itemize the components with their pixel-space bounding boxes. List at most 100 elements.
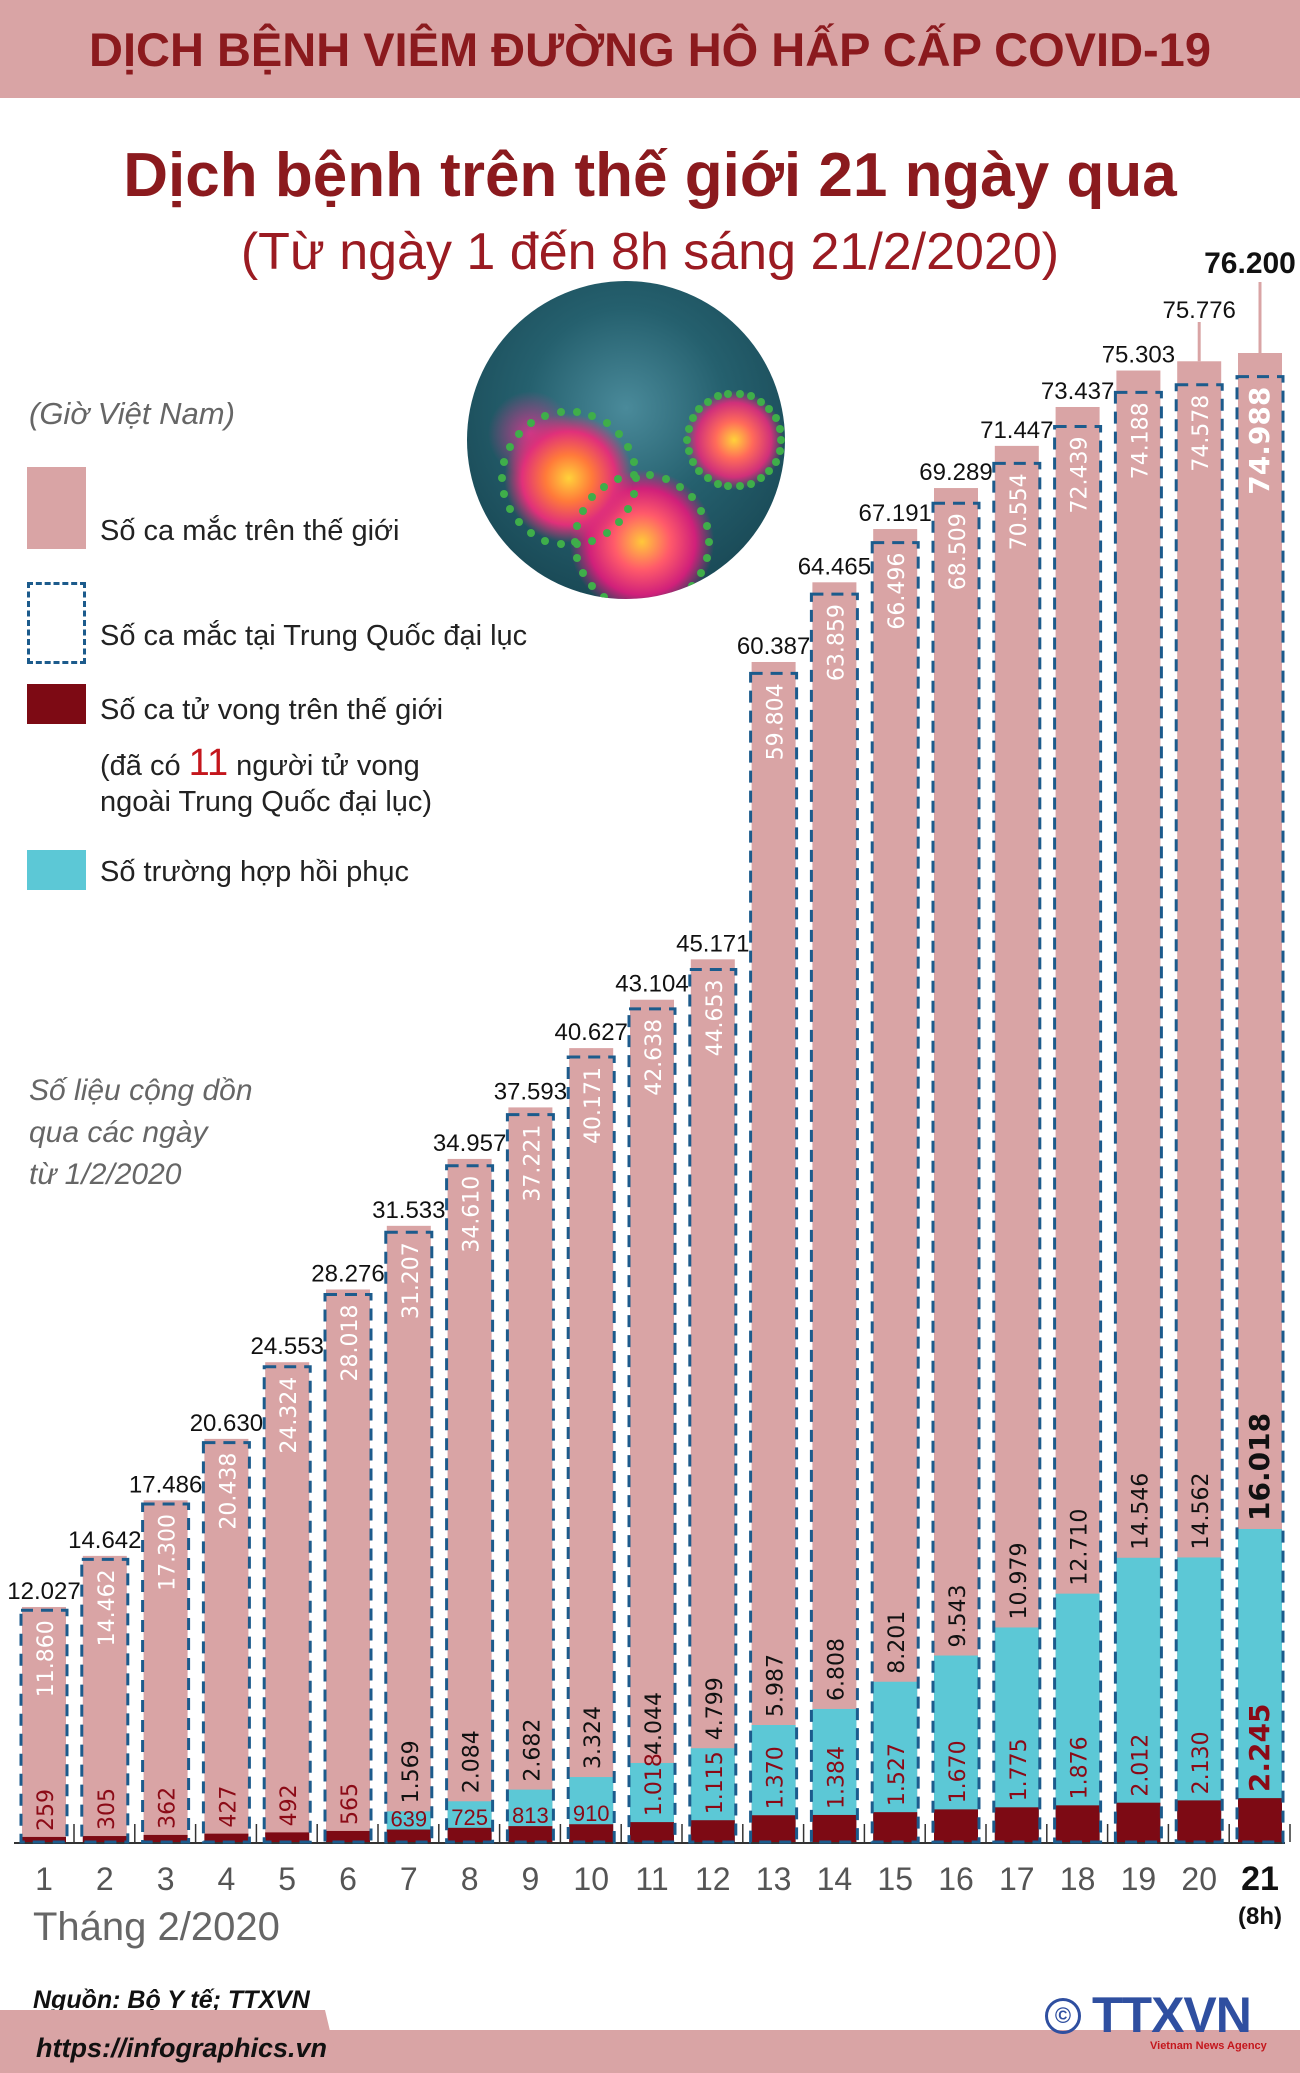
virus-spike [675, 482, 684, 491]
total-value-label: 75.776 [1162, 297, 1235, 324]
virus-spike [505, 443, 514, 452]
recovered-value-label: 3.324 [581, 1706, 606, 1769]
virus-microscope-image [467, 281, 785, 599]
bar-china-cases-outline [1113, 390, 1163, 1844]
virus-spike [684, 424, 693, 433]
virus-spike [614, 475, 623, 484]
header-banner: DỊCH BỆNH VIÊM ĐƯỜNG HÔ HẤP CẤP COVID-19 [0, 0, 1300, 98]
x-tick-label: 2 [96, 1861, 114, 1897]
bar-recovered [1055, 1593, 1100, 1842]
virus-spike [771, 457, 780, 466]
virus-spike [735, 389, 744, 398]
x-tick-label: 5 [278, 1861, 296, 1897]
china-value-label: 74.188 [1128, 402, 1153, 479]
deaths-value-label: 1.370 [764, 1746, 789, 1809]
bar-deaths [1177, 1800, 1222, 1842]
deaths-value-label: 1.115 [703, 1751, 728, 1814]
virus-spike [683, 436, 692, 444]
virus-spike [588, 536, 597, 545]
recovered-value-label: 12.710 [1068, 1509, 1093, 1586]
deaths-value-label: 305 [95, 1788, 120, 1830]
bar-deaths [994, 1807, 1039, 1842]
deaths-value-label: 1.384 [824, 1746, 849, 1809]
bar-china-cases-outline [1053, 424, 1103, 1844]
legend-swatch-deaths [27, 684, 86, 724]
virus-spike [688, 414, 697, 423]
virus-spike [614, 518, 623, 527]
bar-world-cases [994, 445, 1039, 1843]
total-value-label: 12.027 [7, 1578, 80, 1605]
timezone-note: (Giờ Việt Nam) [29, 396, 235, 431]
bar-china-cases-outline [141, 1502, 191, 1844]
cumulative-note-line: từ 1/2/2020 [29, 1158, 182, 1191]
deaths-value-label: 1.527 [885, 1743, 910, 1806]
virus-spike [588, 411, 597, 420]
virus-spike [765, 466, 774, 475]
virus-spike [724, 482, 733, 491]
recovered-value-label: 14.546 [1128, 1473, 1153, 1550]
total-value-label: 45.171 [676, 930, 749, 957]
deaths-value-label: 492 [277, 1784, 302, 1826]
x-tick-label: 11 [635, 1861, 668, 1897]
recovered-value-label: 2.084 [460, 1730, 485, 1793]
bar-china-cases-outline [992, 461, 1042, 1844]
bar-china-cases-outline [1235, 375, 1285, 1844]
china-value-label: 14.462 [95, 1569, 120, 1646]
total-value-label: 20.630 [190, 1410, 263, 1437]
page-subtitle: (Từ ngày 1 đến 8h sáng 21/2/2020) [240, 223, 1060, 281]
china-value-label: 63.859 [824, 604, 849, 681]
bar-deaths [386, 1829, 431, 1842]
china-value-label: 20.438 [216, 1453, 241, 1530]
china-value-label: 17.300 [156, 1514, 181, 1591]
deaths-value-label: 725 [451, 1805, 488, 1830]
virus-spike [587, 493, 596, 502]
virus-spike [541, 411, 550, 420]
bar-deaths [447, 1827, 492, 1842]
bar-china-cases-outline [445, 1164, 495, 1844]
virus-spike [526, 419, 535, 428]
bar-deaths [569, 1824, 614, 1842]
virus-spike [526, 529, 535, 538]
bar-world-cases [204, 1438, 249, 1842]
ttxvn-logo: © TTXVN Vietnam News Agency [1045, 1987, 1275, 2052]
recovered-value-label: 5.987 [764, 1654, 789, 1717]
bar-recovered [1238, 1528, 1282, 1842]
bar-recovered [994, 1627, 1039, 1842]
recovered-value-label: 4.799 [703, 1677, 728, 1740]
x-tick-label: 18 [1060, 1861, 1096, 1897]
virus-spike [514, 518, 523, 527]
recovered-value-label: 10.979 [1007, 1542, 1032, 1619]
bar-world-cases [812, 582, 857, 1842]
virus-spike [629, 458, 638, 467]
x-tick-label: 21 [1241, 1860, 1279, 1898]
x-tick-label: 7 [400, 1861, 418, 1897]
china-value-label: 74.578 [1189, 395, 1214, 472]
bar-china-cases-outline [749, 671, 799, 1844]
total-value-label: 71.447 [980, 417, 1053, 444]
virus-spike [746, 392, 755, 401]
china-value-label: 44.653 [703, 979, 728, 1056]
recovered-value-label: 8.201 [885, 1611, 910, 1674]
virus-spike [505, 505, 514, 514]
total-value-label: 17.486 [129, 1471, 202, 1498]
recovered-value-label: 1.569 [399, 1740, 424, 1803]
x-tick-label: 9 [522, 1861, 540, 1897]
bar-deaths [326, 1830, 370, 1842]
bar-china-cases-outline [19, 1608, 69, 1844]
legend-label-china-cases: Số ca mắc tại Trung Quốc đại lục [100, 620, 528, 652]
virus-spike [645, 471, 654, 480]
deaths-value-label: 639 [390, 1807, 427, 1832]
china-value-label: 70.554 [1007, 473, 1032, 550]
virus-spike [499, 458, 508, 467]
bar-world-cases [934, 488, 978, 1842]
china-value-label: 37.221 [520, 1125, 545, 1202]
total-value-label: 43.104 [615, 971, 688, 998]
website-link[interactable]: https://infographics.vn [36, 2033, 328, 2063]
bar-world-cases [265, 1362, 310, 1842]
bar-china-cases-outline [566, 1055, 616, 1844]
china-value-label: 40.171 [581, 1067, 606, 1144]
x-tick-label: 14 [817, 1861, 853, 1897]
virus-spike [713, 479, 722, 488]
bar-world-cases [690, 959, 735, 1842]
total-value-label: 73.437 [1041, 378, 1114, 405]
